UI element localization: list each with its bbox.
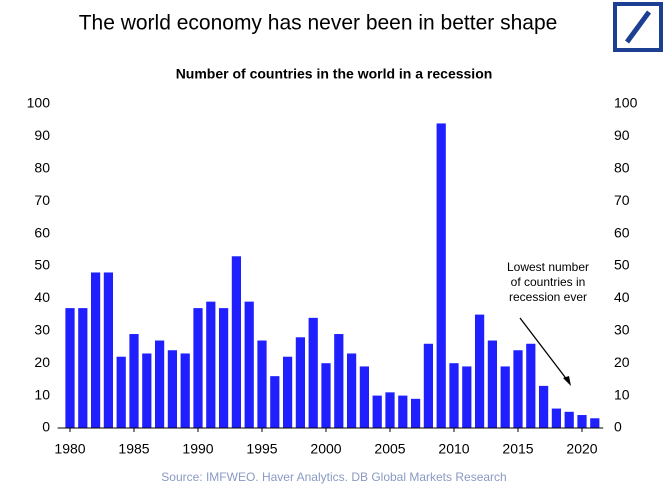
bar: [116, 356, 126, 428]
x-tick-label: 2000: [310, 441, 341, 457]
bar: [410, 398, 421, 428]
bar: [500, 366, 510, 428]
x-tick-label: 1995: [246, 441, 277, 457]
bar: [590, 418, 600, 428]
bar: [398, 395, 408, 428]
x-tick-label: 2015: [502, 441, 533, 457]
x-tick-label: 1985: [118, 441, 149, 457]
annotation-arrow: [519, 317, 569, 382]
bar: [167, 350, 178, 428]
y2-tick-label: 0: [614, 419, 622, 435]
y-tick-label: 60: [34, 224, 50, 240]
y2-tick-label: 30: [614, 322, 630, 338]
logo: [613, 2, 663, 52]
bar: [295, 337, 306, 428]
bar: [308, 317, 318, 428]
x-tick-label: 1990: [182, 441, 213, 457]
bar: [193, 308, 203, 428]
bar: [346, 353, 357, 428]
y2-tick-label: 90: [614, 127, 630, 143]
x-tick-label: 2020: [566, 441, 597, 457]
source: Source: IMFWEO. Haver Analytics. DB Glob…: [161, 470, 506, 484]
bar: [154, 340, 165, 428]
y-tick-label: 40: [34, 289, 50, 305]
y-tick-label: 100: [27, 95, 51, 111]
bar: [436, 123, 446, 428]
bar: [129, 334, 139, 428]
y2-tick-label: 40: [614, 289, 630, 305]
y2-tick-label: 20: [614, 354, 630, 370]
bar: [423, 343, 434, 428]
bar: [65, 308, 75, 428]
bar: [270, 376, 280, 428]
bar: [180, 353, 190, 428]
bar: [513, 350, 523, 428]
bar: [462, 366, 472, 428]
annotation: of countries in: [511, 275, 586, 289]
y-tick-label: 10: [34, 386, 50, 402]
y-tick-label: 80: [34, 160, 50, 176]
bar: [474, 314, 485, 428]
bar: [487, 340, 498, 428]
bar: [103, 272, 114, 428]
y-tick-label: 30: [34, 322, 50, 338]
bar: [564, 411, 574, 428]
bar: [551, 408, 562, 428]
y-tick-label: 70: [34, 192, 50, 208]
bar: [90, 272, 101, 428]
bar: [218, 308, 229, 428]
x-tick-label: 2005: [374, 441, 405, 457]
bar: [282, 356, 293, 428]
bar: [385, 392, 395, 428]
y2-tick-label: 80: [614, 160, 630, 176]
bar: [244, 301, 254, 428]
bar: [577, 415, 587, 428]
bar: [372, 395, 382, 428]
chart-title: The world economy has never been in bett…: [79, 12, 558, 35]
bar: [257, 340, 267, 428]
bar: [449, 363, 459, 428]
bar: [538, 385, 549, 428]
y2-tick-label: 10: [614, 386, 630, 402]
annotation: recession ever: [509, 290, 587, 304]
arrow-head: [563, 376, 571, 386]
y2-tick-label: 50: [614, 257, 630, 273]
x-tick-label: 1980: [54, 441, 85, 457]
bar: [526, 343, 536, 428]
bar: [359, 366, 370, 428]
y2-tick-label: 70: [614, 192, 630, 208]
y-tick-label: 90: [34, 127, 50, 143]
bar: [334, 334, 344, 428]
bar: [78, 308, 88, 428]
bar: [321, 363, 331, 428]
y-tick-label: 50: [34, 257, 50, 273]
bar: [142, 353, 152, 428]
y2-tick-label: 100: [614, 95, 638, 111]
x-tick-label: 2010: [438, 441, 469, 457]
y-tick-label: 0: [42, 419, 50, 435]
y2-tick-label: 60: [614, 224, 630, 240]
chart-subtitle: Number of countries in the world in a re…: [176, 66, 493, 82]
bar: [231, 256, 242, 428]
y-tick-label: 20: [34, 354, 50, 370]
annotation: Lowest number: [507, 260, 589, 274]
bar: [206, 301, 216, 428]
